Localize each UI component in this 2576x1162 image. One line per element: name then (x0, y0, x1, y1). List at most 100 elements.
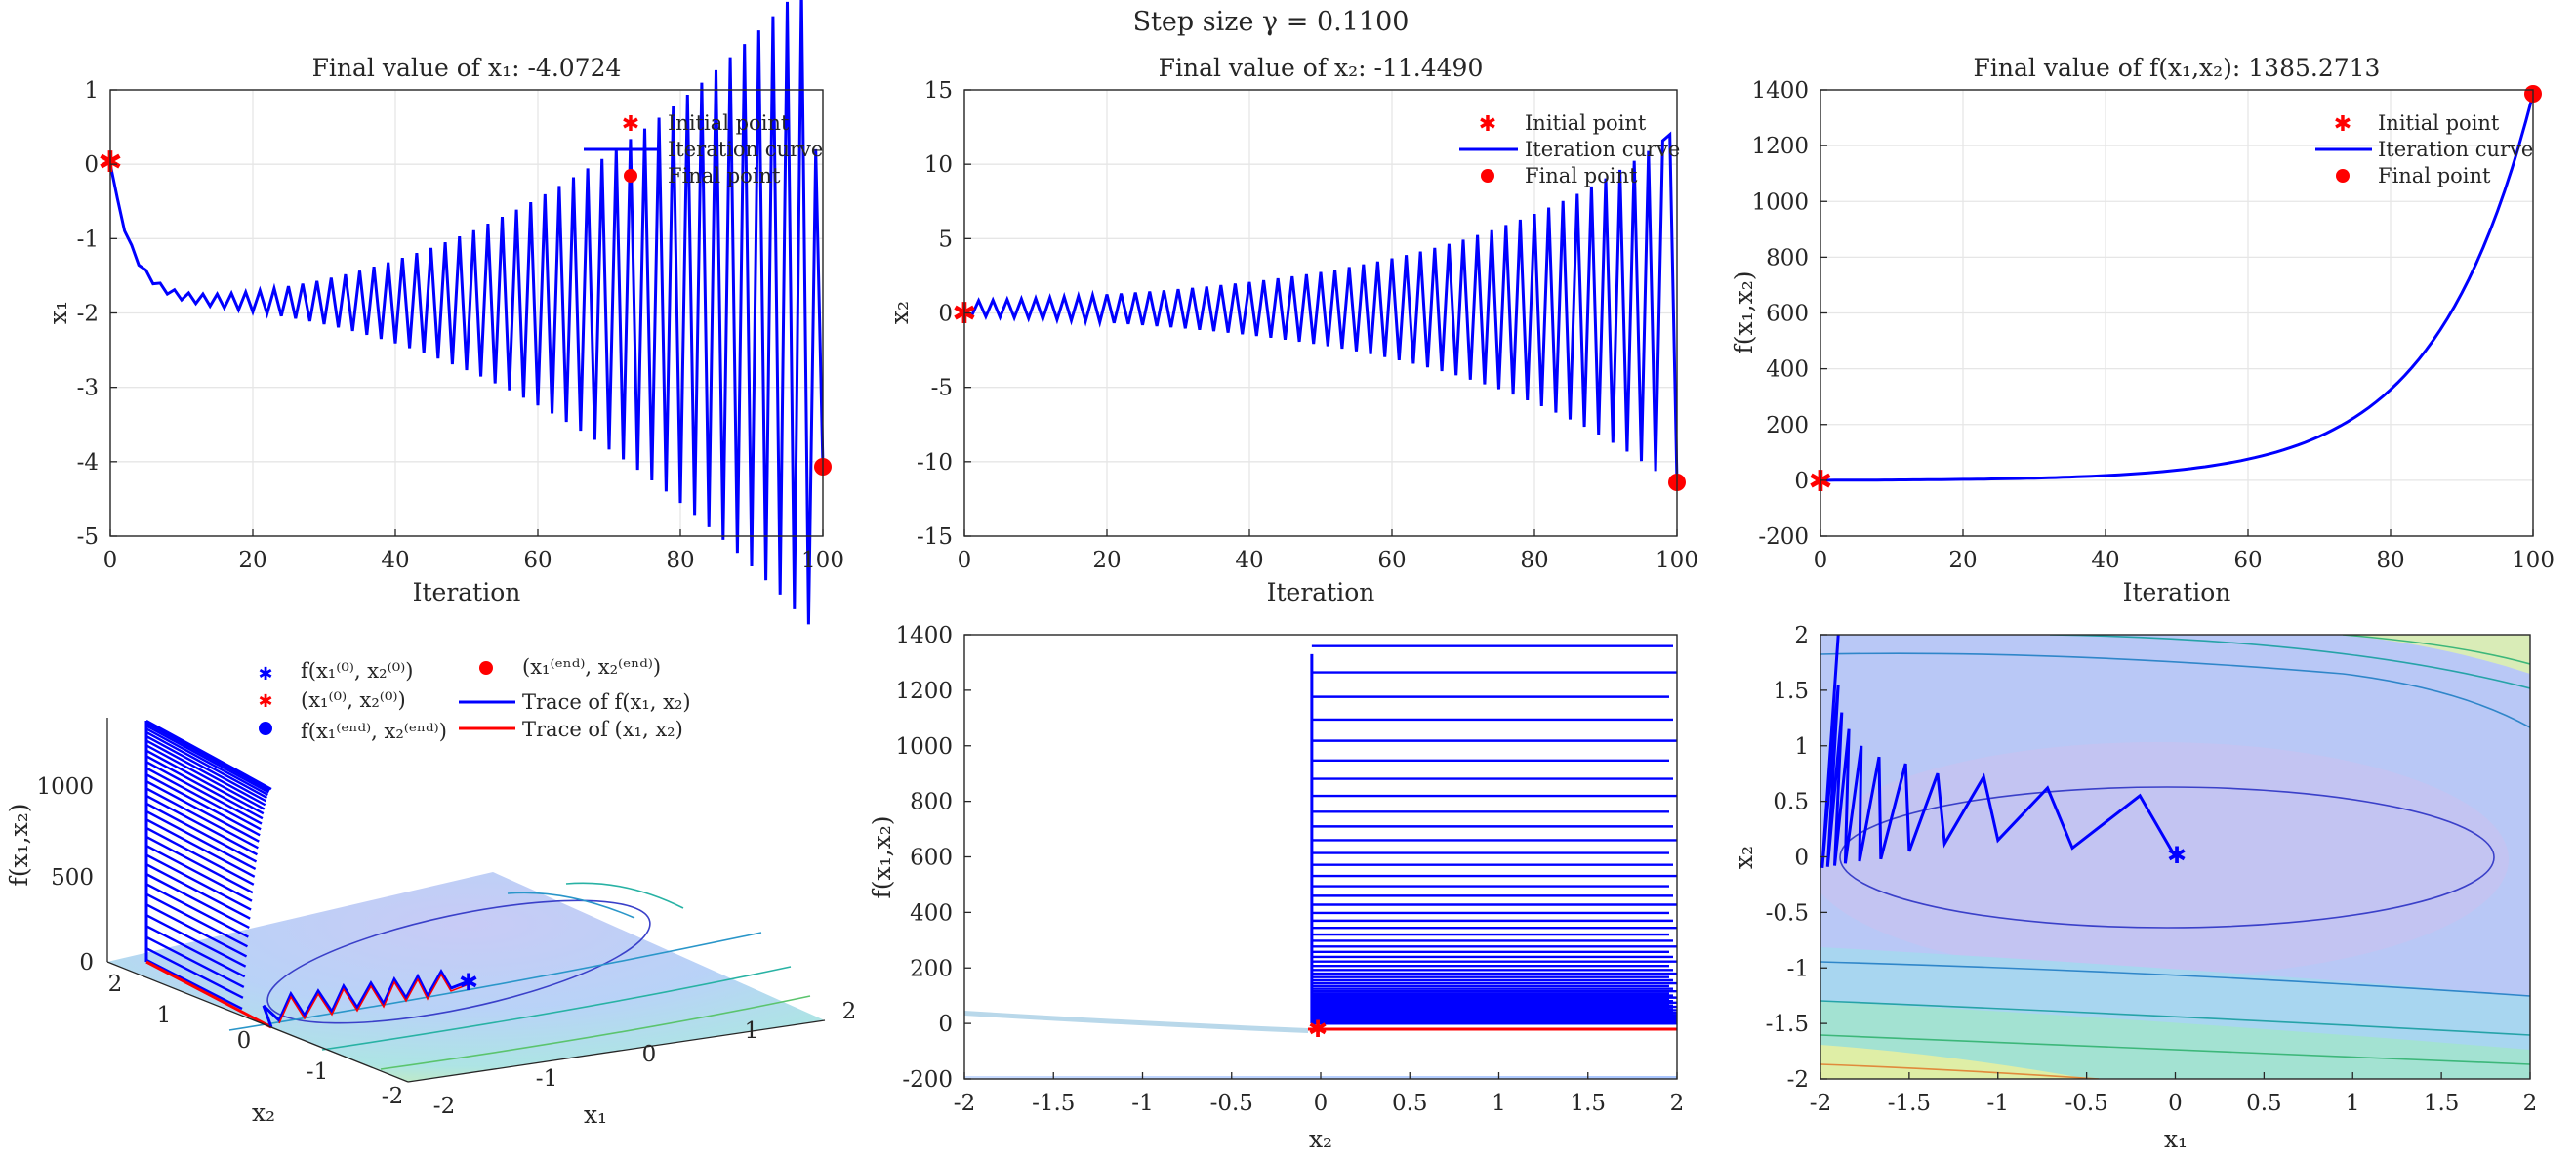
iteration-curve (108, 0, 825, 625)
trace-f-lines (144, 719, 272, 1011)
y-tick-label: 1400 (895, 623, 953, 648)
legend-final-label: Final point (2378, 164, 2491, 187)
axis-ticks: 0 20 40 60 80 100-200020040060080010001200140… (1751, 78, 2555, 573)
x-tick-label: 100 (2512, 548, 2555, 573)
legend-initial-icon: ✱ (1479, 112, 1496, 137)
x-tick-label: 0 (1814, 548, 1828, 573)
legend-initial-icon: ✱ (2334, 112, 2351, 137)
x-tick-label: 0 (1314, 1091, 1329, 1116)
x-axis-label: Iteration (2123, 578, 2231, 606)
legend-final-icon (624, 169, 637, 183)
trace-line (145, 773, 261, 837)
contour-fill-lower (1820, 1001, 2530, 1079)
x-tick-label: 0 (103, 548, 118, 573)
trace-xy-line (145, 960, 272, 1029)
trace-line (145, 787, 259, 850)
x-tick-label: 80 (2376, 548, 2404, 573)
y-tick-label: -1 (77, 227, 99, 252)
panel-contour: ✱ -2 -1.5 -1 -0.5 0 0.5 1 1.5 2 -2 -1.5 -1 -0.5 0 0.5 1… (1730, 623, 2537, 1153)
start-marker: ✱ (1308, 1016, 1328, 1043)
x-axis-label: x₁ (584, 1100, 607, 1129)
legend-curve-label: Iteration curve (2378, 138, 2533, 161)
y-axis-label: f(x₁,x₂) (1730, 271, 1758, 354)
trace-line (145, 755, 264, 820)
z-tick-label: 500 (51, 865, 94, 891)
trace-line (145, 903, 248, 958)
axis-ticks: -2 -1.5 -1 -0.5 0 0.5 1 1.5 2 -2 -1.5 -1 -0.5 0 0.5 1 1.… (1766, 623, 2538, 1116)
y-tick-label: 1200 (895, 679, 953, 704)
x-tick-label: 20 (1948, 548, 1977, 573)
trace-line (145, 794, 259, 856)
x-tick-label: 0 (2168, 1091, 2183, 1116)
y-tick-label: 10 (924, 152, 953, 178)
surface (107, 872, 825, 1082)
axis-ticks: 0 20 40 60 80 100 -5 -4 -3 -2 -1 0 1 (77, 78, 844, 573)
panel-title: Final value of f(x₁,x₂): 1385.2713 (1974, 54, 2381, 82)
y-tick-label: 800 (910, 790, 953, 815)
x-tick-label: 20 (1092, 548, 1121, 573)
x-tick-label: 60 (523, 548, 552, 573)
legend-f0-icon: ✱ (258, 664, 272, 685)
y-axis-label: x₂ (1730, 846, 1758, 869)
x-tick-label: 0.5 (2246, 1091, 2282, 1116)
trace-line (145, 935, 245, 988)
trace-line (145, 863, 251, 920)
x-tick-label: 1.5 (1570, 1091, 1606, 1116)
suptitle: Step size γ = 0.1100 (1133, 7, 1410, 37)
legend-curve-label: Iteration curve (668, 138, 823, 161)
contour-fill-bottom (1820, 1045, 2089, 1079)
x-axis-label: x₁ (2164, 1125, 2188, 1153)
panel-f: ✱ 0 20 40 60 80 100-2000200400600800100012001… (1730, 54, 2555, 606)
y-tick-label: 1000 (1751, 189, 1809, 215)
x-tick-label: -1 (536, 1066, 557, 1092)
z-axis-label: f(x₁,x₂) (5, 804, 33, 887)
x-axis-label: Iteration (1267, 578, 1375, 606)
y-tick-label: -4 (77, 450, 99, 476)
x-axis-label: x₂ (1309, 1125, 1332, 1153)
y-axis-label: x₁ (44, 301, 72, 324)
y-tick-label: 0 (1794, 469, 1809, 494)
y-tick-label: -2 (77, 302, 99, 327)
contour-lines (1820, 635, 2530, 1079)
legend-xend-label: (x₁⁽ᵉⁿᵈ⁾, x₂⁽ᵉⁿᵈ⁾) (522, 655, 661, 679)
trace-line (145, 835, 254, 894)
y-tick-label: 5 (938, 227, 953, 252)
z-tick-label: 1000 (36, 774, 94, 800)
x-tick-label: 60 (2233, 548, 2262, 573)
trace-line (145, 883, 249, 938)
y-tick-label: 600 (1766, 302, 1809, 327)
x-tick-label: 100 (1656, 548, 1698, 573)
x-tick-label: 20 (238, 548, 266, 573)
legend: ✱ Initial point Iteration curve Final po… (584, 111, 823, 187)
trace-line (145, 844, 253, 902)
legend-fend-icon (259, 722, 272, 735)
trace-zigzag (262, 968, 470, 1028)
y-tick-label: -2 (1787, 1067, 1809, 1093)
axis-ticks: 0 500 1000 2 1 0 -1 -2 -2 -1 0 1 2 (36, 774, 856, 1119)
x-tick-label: 80 (1520, 548, 1548, 573)
y-tick-label: 1000 (895, 734, 953, 760)
y-tick-label: 800 (1766, 245, 1809, 270)
y-tick-label: -200 (1758, 524, 1809, 550)
trace-line (145, 739, 266, 807)
y-tick-label: 1200 (1751, 134, 1809, 159)
trace-line (145, 761, 263, 825)
panel-title: Final value of x₂: -11.4490 (1159, 54, 1484, 82)
legend-final-icon (1481, 169, 1494, 183)
x-tick-label: -1.5 (1888, 1091, 1931, 1116)
y-tick-label: 600 (910, 846, 953, 871)
legend-initial-icon: ✱ (622, 112, 639, 137)
legend-3d: ✱ f(x₁⁽⁰⁾, x₂⁽⁰⁾) ✱ (x₁⁽⁰⁾, x₂⁽⁰⁾) f(x₁⁽… (258, 655, 690, 743)
axes-3d (106, 718, 826, 1083)
y-tick-label: 15 (924, 78, 953, 104)
panel-x1: ✱ 0 20 40 60 80 100 -5 -4 -3 -2 -1 0 1 Final value o… (44, 0, 844, 625)
legend-curve-label: Iteration curve (1525, 138, 1680, 161)
y-tick-label: 0 (938, 302, 953, 327)
legend-xend-icon (479, 661, 493, 675)
trace-line (145, 947, 244, 999)
panel-x2: ✱ 0 20 40 60 80 100 -15 -10 -5 0 5 10 15 Final value… (885, 54, 1698, 606)
x-tick-label: 2 (1670, 1091, 1685, 1116)
x-tick-label: -2 (1810, 1091, 1831, 1116)
iteration-curve (963, 131, 1679, 483)
z-tick-label: 0 (79, 950, 94, 975)
